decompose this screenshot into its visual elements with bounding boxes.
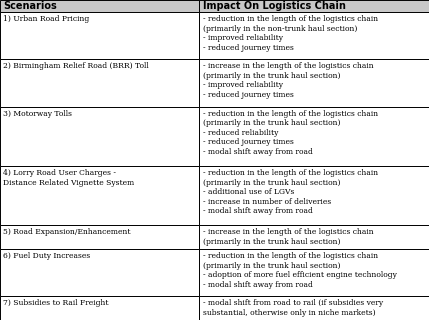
- Bar: [199, 0, 429, 12]
- Text: - reduction in the length of the logistics chain
(primarily in the trunk haul se: - reduction in the length of the logisti…: [203, 110, 378, 156]
- Text: 4) Lorry Road User Charges -
Distance Related Vignette System: 4) Lorry Road User Charges - Distance Re…: [3, 169, 135, 187]
- Text: 5) Road Expansion/Enhancement: 5) Road Expansion/Enhancement: [3, 228, 131, 236]
- Text: - reduction in the length of the logistics chain
(primarily in the trunk haul se: - reduction in the length of the logisti…: [203, 252, 397, 289]
- Text: - increase in the length of the logistics chain
(primarily in the trunk haul sec: - increase in the length of the logistic…: [203, 62, 374, 99]
- Bar: [0, 249, 199, 296]
- Text: Impact On Logistics Chain: Impact On Logistics Chain: [203, 1, 346, 11]
- Text: - modal shift from road to rail (if subsidies very
substantial, otherwise only i: - modal shift from road to rail (if subs…: [203, 300, 383, 317]
- Bar: [199, 12, 429, 59]
- Bar: [0, 225, 199, 249]
- Text: 3) Motorway Tolls: 3) Motorway Tolls: [3, 110, 73, 118]
- Text: - reduction in the length of the logistics chain
(primarily in the trunk haul se: - reduction in the length of the logisti…: [203, 169, 378, 215]
- Bar: [0, 59, 199, 107]
- Bar: [0, 296, 199, 320]
- Text: 7) Subsidies to Rail Freight: 7) Subsidies to Rail Freight: [3, 300, 109, 308]
- Bar: [199, 59, 429, 107]
- Bar: [199, 107, 429, 166]
- Text: 1) Urban Road Pricing: 1) Urban Road Pricing: [3, 15, 90, 23]
- Text: 6) Fuel Duty Increases: 6) Fuel Duty Increases: [3, 252, 91, 260]
- Text: - reduction in the length of the logistics chain
(primarily in the non-trunk hau: - reduction in the length of the logisti…: [203, 15, 378, 52]
- Text: - increase in the length of the logistics chain
(primarily in the trunk haul sec: - increase in the length of the logistic…: [203, 228, 374, 246]
- Bar: [0, 107, 199, 166]
- Bar: [0, 0, 199, 12]
- Bar: [199, 249, 429, 296]
- Text: Scenarios: Scenarios: [3, 1, 57, 11]
- Bar: [0, 12, 199, 59]
- Text: 2) Birmingham Relief Road (BRR) Toll: 2) Birmingham Relief Road (BRR) Toll: [3, 62, 149, 70]
- Bar: [199, 166, 429, 225]
- Bar: [199, 225, 429, 249]
- Bar: [199, 296, 429, 320]
- Bar: [0, 166, 199, 225]
